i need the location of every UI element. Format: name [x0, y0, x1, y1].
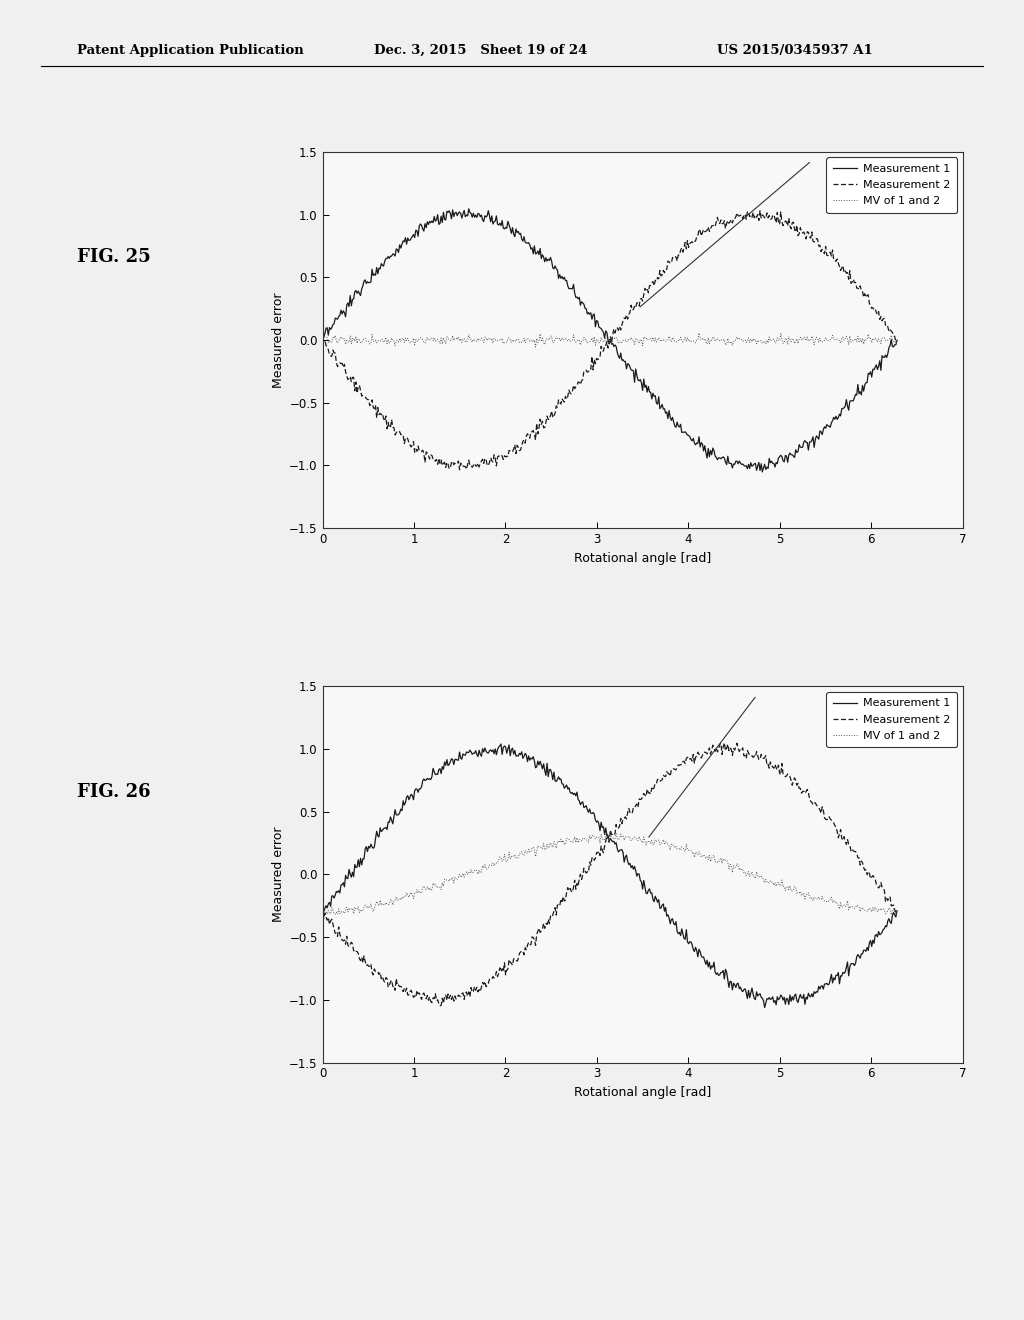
- Measurement 1: [594, 319, 606, 335]
- Measurement 2: [591, 845, 603, 861]
- Line: Measurement 1: Measurement 1: [323, 209, 897, 473]
- MV of 1 and 2: [316, 899, 329, 915]
- Measurement 1: [591, 313, 603, 329]
- Measurement 2: [718, 735, 730, 751]
- Measurement 1: [759, 999, 771, 1015]
- Line: MV of 1 and 2: MV of 1 and 2: [323, 333, 897, 347]
- Measurement 2: [454, 462, 466, 478]
- MV of 1 and 2: [693, 325, 706, 341]
- Measurement 1: [495, 737, 507, 752]
- X-axis label: Rotational angle [rad]: Rotational angle [rad]: [573, 1086, 712, 1100]
- MV of 1 and 2: [317, 907, 330, 923]
- Measurement 2: [790, 224, 802, 240]
- Measurement 2: [434, 998, 446, 1014]
- MV of 1 and 2: [630, 830, 642, 846]
- Measurement 1: [316, 326, 329, 342]
- Measurement 2: [594, 847, 606, 863]
- MV of 1 and 2: [891, 333, 903, 348]
- Y-axis label: Measured error: Measured error: [272, 826, 285, 923]
- Line: Measurement 2: Measurement 2: [323, 211, 897, 470]
- X-axis label: Rotational angle [rad]: Rotational angle [rad]: [573, 552, 712, 565]
- MV of 1 and 2: [880, 906, 892, 921]
- Legend: Measurement 1, Measurement 2, MV of 1 and 2: Measurement 1, Measurement 2, MV of 1 an…: [826, 692, 957, 747]
- MV of 1 and 2: [529, 339, 542, 355]
- Measurement 2: [659, 768, 672, 784]
- MV of 1 and 2: [610, 826, 623, 842]
- Measurement 1: [790, 986, 802, 1002]
- Text: US 2015/0345937 A1: US 2015/0345937 A1: [717, 44, 872, 57]
- Measurement 1: [659, 900, 672, 916]
- Text: Dec. 3, 2015   Sheet 19 of 24: Dec. 3, 2015 Sheet 19 of 24: [374, 44, 587, 57]
- Measurement 1: [629, 858, 641, 874]
- MV of 1 and 2: [790, 879, 802, 895]
- Measurement 2: [790, 772, 802, 788]
- Measurement 1: [891, 333, 903, 348]
- Measurement 1: [891, 903, 903, 919]
- Measurement 1: [880, 347, 892, 363]
- Text: FIG. 26: FIG. 26: [77, 783, 151, 801]
- MV of 1 and 2: [316, 329, 329, 345]
- Measurement 1: [659, 405, 672, 421]
- Measurement 2: [316, 899, 329, 915]
- MV of 1 and 2: [790, 333, 802, 348]
- Line: MV of 1 and 2: MV of 1 and 2: [323, 834, 897, 915]
- Measurement 1: [790, 442, 802, 458]
- MV of 1 and 2: [880, 333, 892, 348]
- Measurement 1: [316, 899, 329, 915]
- Measurement 1: [629, 375, 641, 391]
- Line: Measurement 2: Measurement 2: [323, 743, 897, 1006]
- Measurement 2: [754, 203, 766, 219]
- Measurement 2: [591, 351, 603, 367]
- MV of 1 and 2: [659, 334, 672, 350]
- Measurement 1: [880, 917, 892, 933]
- Measurement 1: [463, 201, 475, 216]
- Measurement 2: [594, 348, 606, 364]
- Measurement 2: [629, 298, 641, 314]
- MV of 1 and 2: [594, 334, 606, 350]
- Measurement 2: [880, 894, 892, 909]
- MV of 1 and 2: [591, 331, 603, 347]
- Measurement 1: [756, 465, 768, 480]
- Text: Patent Application Publication: Patent Application Publication: [77, 44, 303, 57]
- Measurement 2: [629, 800, 641, 816]
- MV of 1 and 2: [660, 836, 673, 851]
- Legend: Measurement 1, Measurement 2, MV of 1 and 2: Measurement 1, Measurement 2, MV of 1 an…: [826, 157, 957, 213]
- Y-axis label: Measured error: Measured error: [272, 292, 285, 388]
- Measurement 2: [316, 331, 329, 347]
- MV of 1 and 2: [594, 836, 606, 851]
- Measurement 2: [880, 317, 892, 333]
- Measurement 2: [891, 333, 903, 348]
- Text: FIG. 25: FIG. 25: [77, 248, 151, 267]
- MV of 1 and 2: [629, 337, 641, 352]
- Measurement 1: [594, 822, 606, 838]
- Measurement 2: [891, 906, 903, 921]
- MV of 1 and 2: [891, 904, 903, 920]
- Measurement 2: [659, 261, 672, 277]
- Line: Measurement 1: Measurement 1: [323, 744, 897, 1007]
- Measurement 1: [591, 814, 603, 830]
- MV of 1 and 2: [591, 829, 603, 845]
